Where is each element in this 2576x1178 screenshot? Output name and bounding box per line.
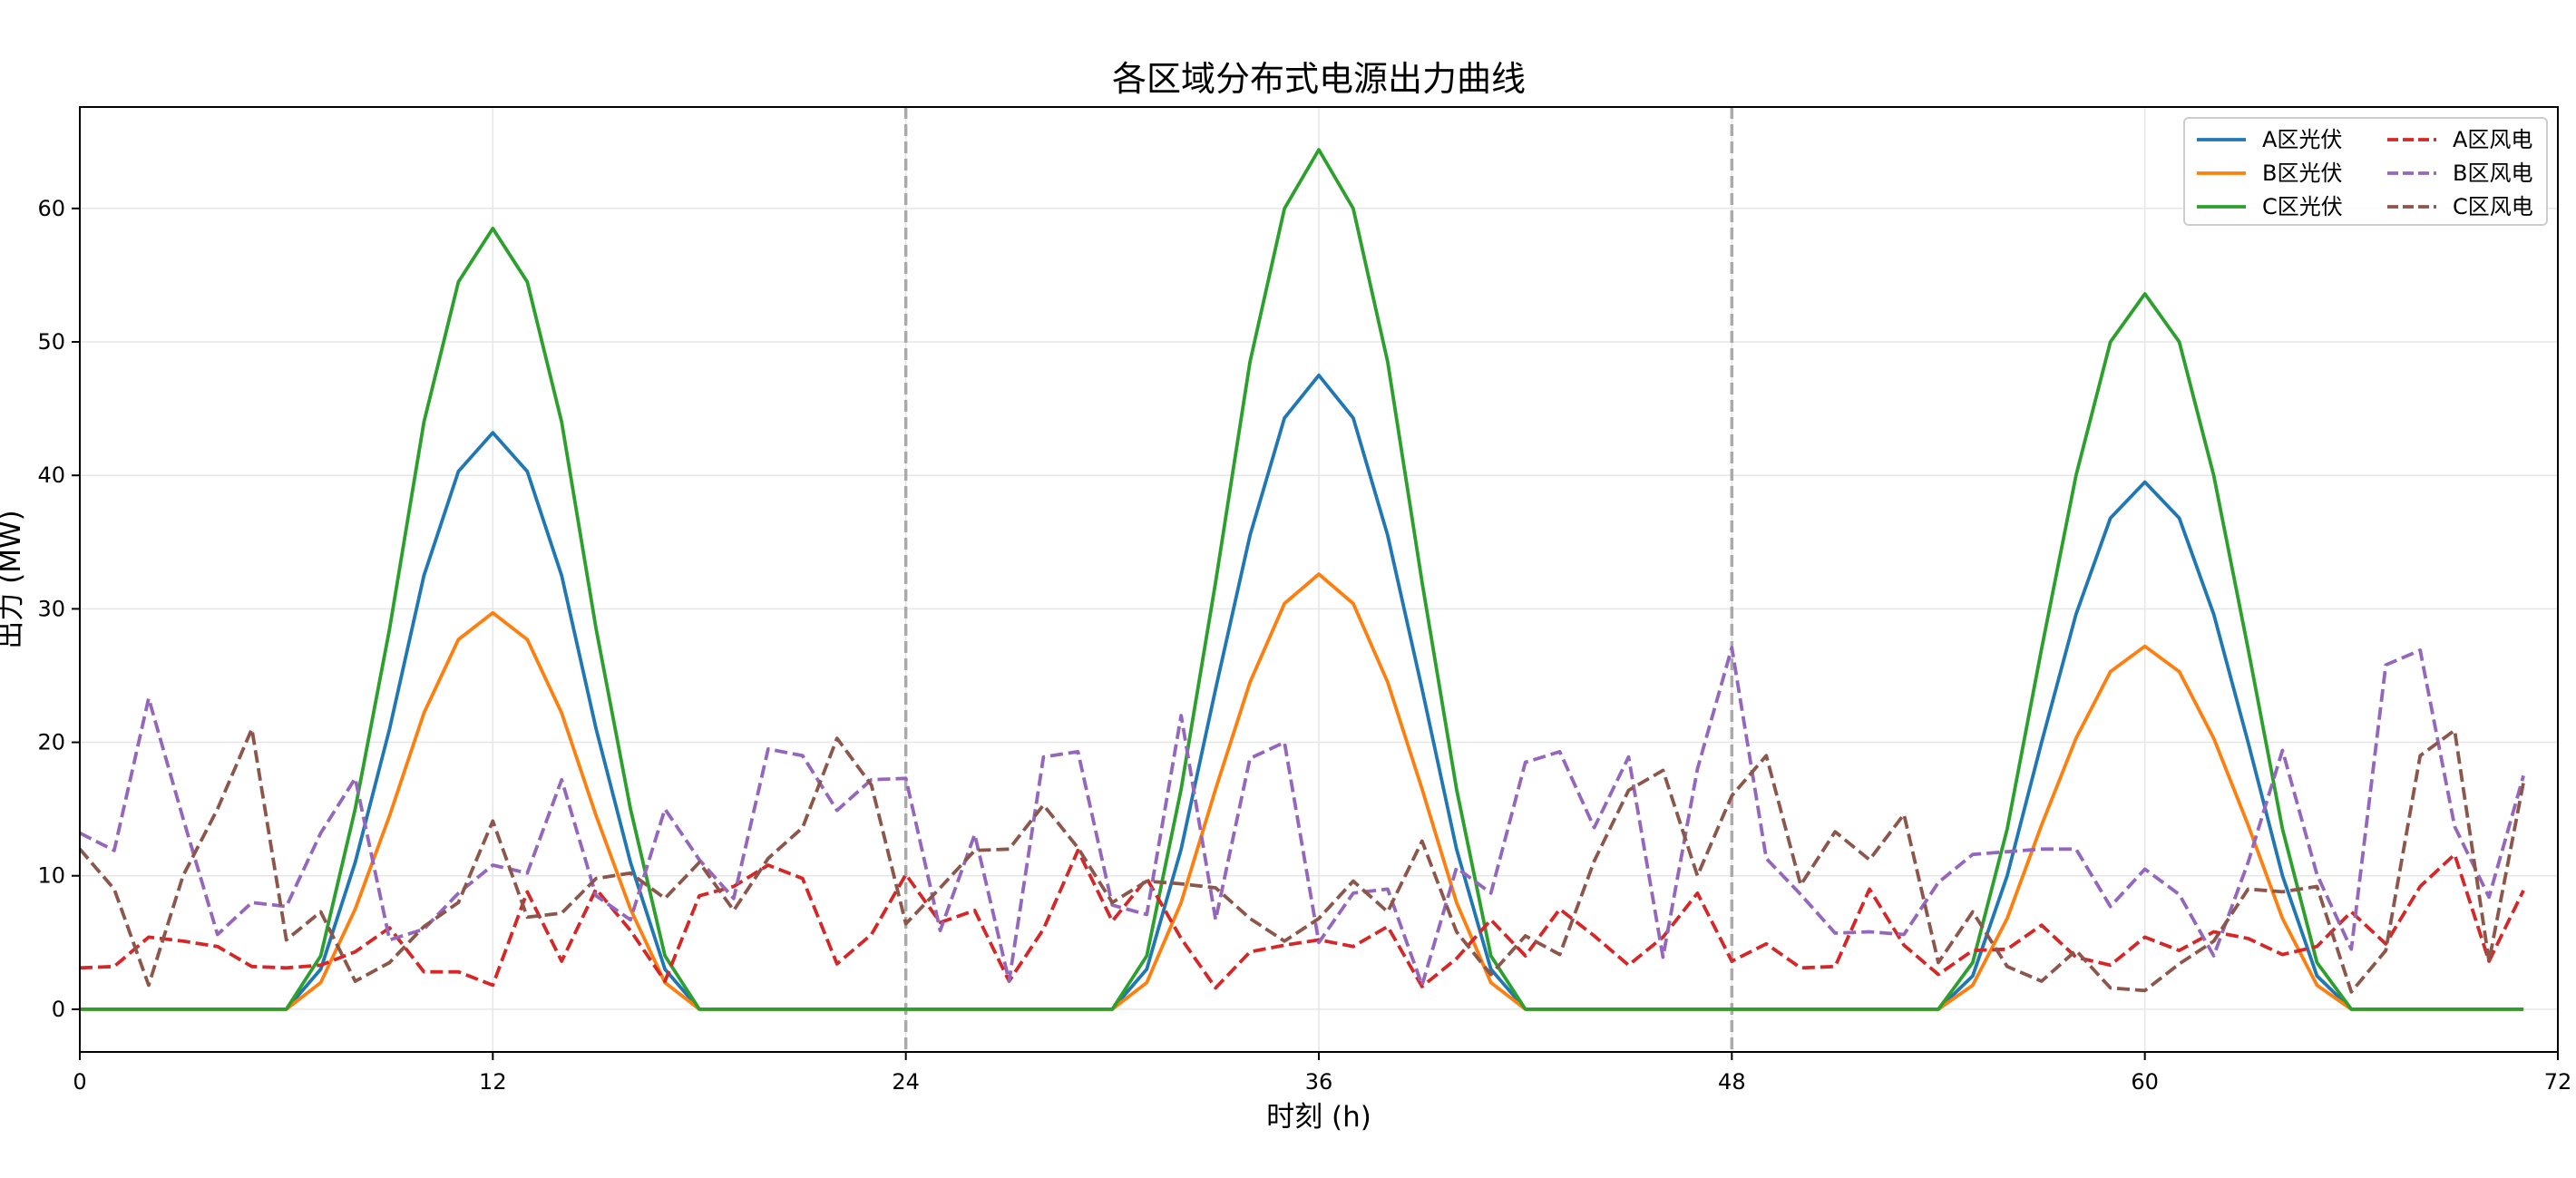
x-tick-label: 36: [1305, 1069, 1333, 1095]
x-tick-label: 24: [892, 1069, 920, 1095]
legend: A区光伏 A区风电 B区光伏 B区风电 C区光伏 C区风电: [2183, 117, 2548, 226]
y-axis-label: 出力 (MW): [0, 510, 27, 648]
legend-entry: B区光伏: [2262, 161, 2342, 186]
series-line: [80, 572, 2524, 1011]
series-line: [79, 646, 2525, 988]
legend-entry: A区风电: [2453, 127, 2532, 152]
y-tick-label: 10: [37, 863, 65, 889]
series-line: [80, 148, 2524, 1011]
series-line: [79, 848, 2525, 990]
x-tick-label: 60: [2131, 1069, 2159, 1095]
grid-lines: [79, 107, 2559, 1052]
x-axis-ticks: 0 12 24 36 48 60 72: [73, 1052, 2571, 1095]
legend-entry: C区风电: [2453, 194, 2533, 219]
y-tick-label: 40: [37, 462, 65, 488]
legend-entry: C区光伏: [2262, 194, 2343, 219]
x-tick-label: 12: [479, 1069, 507, 1095]
day-divider-lines: [903, 107, 1734, 1052]
y-tick-label: 50: [37, 329, 65, 355]
y-tick-label: 60: [37, 196, 65, 221]
y-tick-label: 20: [37, 730, 65, 755]
x-tick-label: 48: [1718, 1069, 1746, 1095]
legend-entry: B区风电: [2453, 161, 2532, 186]
legend-entry: A区光伏: [2262, 127, 2342, 152]
series-line: [78, 726, 2525, 994]
y-axis-ticks: 0 10 20 30 40 50 60: [37, 196, 80, 1022]
series-line: [80, 373, 2524, 1011]
series-lines: [78, 148, 2525, 1011]
x-tick-label: 72: [2544, 1069, 2572, 1095]
y-tick-label: 30: [37, 596, 65, 621]
chart-title: 各区域分布式电源出力曲线: [1112, 59, 1526, 99]
x-axis-label: 时刻 (h): [1266, 1101, 1371, 1134]
x-tick-label: 0: [73, 1069, 86, 1095]
y-tick-label: 0: [52, 997, 65, 1022]
legend-box: [2183, 117, 2548, 226]
